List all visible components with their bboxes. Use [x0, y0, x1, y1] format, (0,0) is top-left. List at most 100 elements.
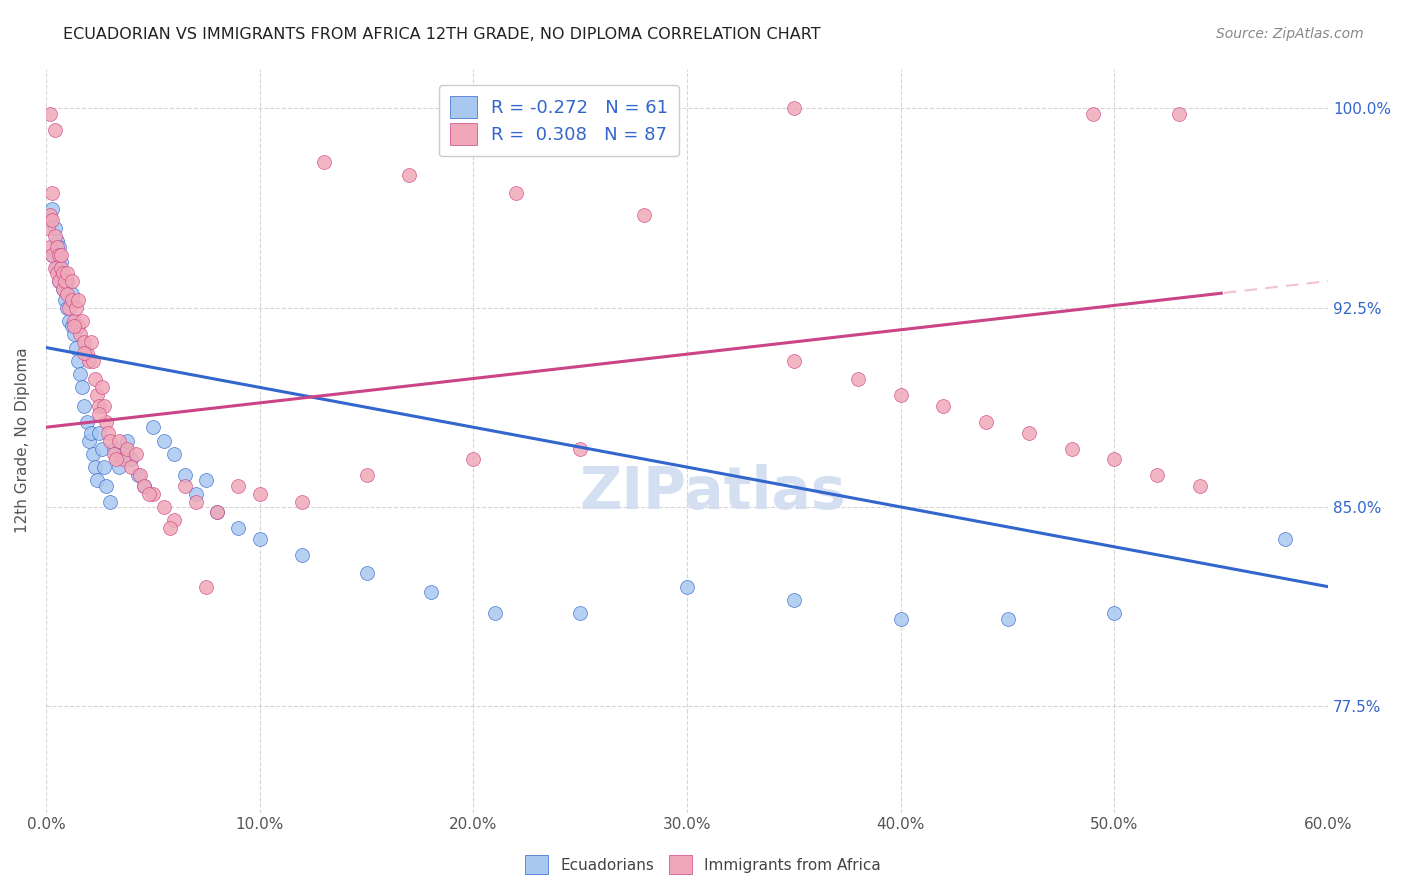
Point	[103, 442, 125, 456]
Point	[80, 425, 103, 440]
Point	[65, 341, 87, 355]
Point	[184, 494, 207, 508]
Point	[82, 447, 104, 461]
Point	[356, 566, 378, 581]
Point	[53, 274, 76, 288]
Point	[39, 208, 62, 222]
Point	[48, 239, 70, 253]
Point	[291, 494, 314, 508]
Point	[93, 399, 115, 413]
Point	[173, 479, 195, 493]
Point	[1104, 606, 1126, 620]
Point	[60, 293, 83, 307]
Point	[226, 521, 249, 535]
Point	[120, 452, 142, 467]
Point	[52, 282, 75, 296]
Point	[463, 452, 485, 467]
Point	[39, 213, 62, 227]
Point	[890, 611, 912, 625]
Point	[1104, 452, 1126, 467]
Point	[195, 580, 218, 594]
Point	[41, 213, 63, 227]
Point	[163, 447, 186, 461]
Point	[115, 434, 138, 448]
Point	[72, 380, 94, 394]
Point	[129, 468, 152, 483]
Point	[97, 425, 120, 440]
Point	[44, 228, 66, 243]
Point	[1146, 468, 1168, 483]
Point	[115, 442, 138, 456]
Point	[49, 255, 72, 269]
Point	[1081, 106, 1104, 120]
Point	[98, 494, 121, 508]
Point	[134, 479, 156, 493]
Point	[45, 260, 67, 275]
Point	[76, 415, 98, 429]
Point	[56, 266, 79, 280]
Point	[249, 486, 271, 500]
Point	[41, 247, 63, 261]
Point	[107, 434, 129, 448]
Point	[89, 407, 111, 421]
Point	[125, 447, 148, 461]
Point	[1060, 442, 1083, 456]
Point	[103, 447, 125, 461]
Point	[163, 513, 186, 527]
Point	[77, 434, 100, 448]
Point	[44, 221, 66, 235]
Point	[111, 452, 134, 467]
Point	[65, 301, 87, 315]
Point	[783, 102, 806, 116]
Point	[37, 221, 59, 235]
Point	[52, 266, 75, 280]
Point	[249, 532, 271, 546]
Point	[152, 434, 174, 448]
Point	[66, 319, 89, 334]
Point	[62, 319, 84, 334]
Point	[72, 314, 94, 328]
Point	[80, 335, 103, 350]
Legend: R = -0.272   N = 61, R =  0.308   N = 87: R = -0.272 N = 61, R = 0.308 N = 87	[439, 85, 679, 156]
Point	[89, 399, 111, 413]
Point	[45, 234, 67, 248]
Point	[56, 274, 79, 288]
Point	[676, 580, 699, 594]
Point	[48, 247, 70, 261]
Point	[505, 186, 527, 201]
Point	[974, 415, 997, 429]
Point	[84, 460, 107, 475]
Point	[62, 327, 84, 342]
Point	[41, 186, 63, 201]
Point	[138, 486, 160, 500]
Point	[60, 274, 83, 288]
Point	[159, 521, 181, 535]
Point	[1167, 106, 1189, 120]
Point	[997, 611, 1019, 625]
Point	[195, 474, 218, 488]
Point	[94, 415, 117, 429]
Point	[58, 301, 80, 315]
Point	[53, 293, 76, 307]
Point	[419, 585, 441, 599]
Point	[52, 282, 75, 296]
Point	[84, 372, 107, 386]
Point	[48, 274, 70, 288]
Point	[60, 319, 83, 334]
Point	[205, 505, 228, 519]
Point	[226, 479, 249, 493]
Point	[120, 460, 142, 475]
Point	[932, 399, 955, 413]
Point	[69, 367, 91, 381]
Point	[73, 399, 96, 413]
Point	[41, 247, 63, 261]
Point	[1274, 532, 1296, 546]
Point	[39, 106, 62, 120]
Point	[76, 346, 98, 360]
Point	[44, 260, 66, 275]
Point	[41, 202, 63, 217]
Point	[86, 388, 108, 402]
Point	[62, 314, 84, 328]
Point	[152, 500, 174, 514]
Point	[58, 314, 80, 328]
